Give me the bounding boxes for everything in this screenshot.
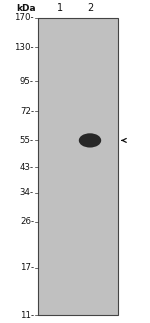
Text: 95-: 95- bbox=[20, 77, 34, 86]
Ellipse shape bbox=[79, 133, 101, 148]
Bar bbox=[38, 18, 118, 315]
Text: 43-: 43- bbox=[20, 162, 34, 172]
Text: 130-: 130- bbox=[14, 43, 34, 52]
Text: 55-: 55- bbox=[20, 136, 34, 145]
Text: 26-: 26- bbox=[20, 217, 34, 226]
Text: 2: 2 bbox=[87, 3, 93, 13]
Text: 72-: 72- bbox=[20, 107, 34, 116]
Text: kDa: kDa bbox=[16, 4, 36, 13]
Text: 170-: 170- bbox=[14, 14, 34, 23]
Text: 17-: 17- bbox=[20, 263, 34, 272]
Text: 11-: 11- bbox=[20, 310, 34, 319]
Text: 34-: 34- bbox=[20, 188, 34, 197]
Text: 1: 1 bbox=[57, 3, 63, 13]
